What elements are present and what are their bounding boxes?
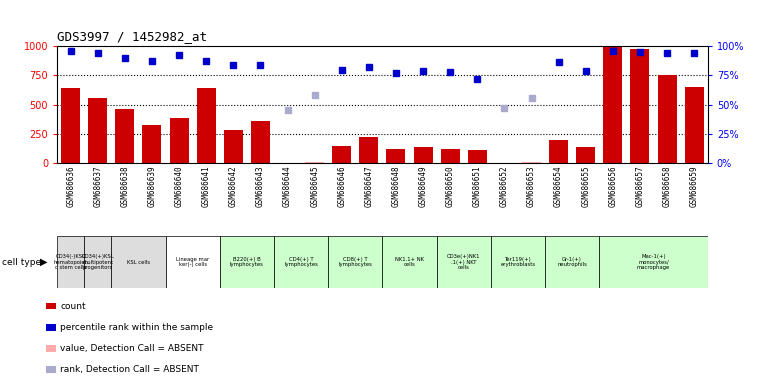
Bar [491, 236, 545, 288]
Bar [274, 236, 328, 288]
Text: Lineage mar
ker(-) cells: Lineage mar ker(-) cells [176, 257, 209, 267]
Bar [468, 150, 487, 163]
Bar [382, 236, 437, 288]
Bar [576, 147, 595, 163]
Text: GSM686638: GSM686638 [120, 165, 129, 207]
Bar [46, 366, 56, 373]
Text: percentile rank within the sample: percentile rank within the sample [60, 323, 213, 332]
Text: GSM686659: GSM686659 [689, 165, 699, 207]
Bar [196, 88, 215, 163]
Bar [61, 88, 80, 163]
Bar [522, 162, 541, 163]
Text: GSM686640: GSM686640 [174, 165, 183, 207]
Bar [685, 87, 704, 163]
Text: GSM686637: GSM686637 [94, 165, 102, 207]
Bar [630, 49, 649, 163]
Bar [278, 162, 297, 163]
Text: GSM686642: GSM686642 [229, 165, 237, 207]
Text: GSM686644: GSM686644 [283, 165, 292, 207]
Bar [333, 146, 352, 163]
Bar [359, 137, 378, 163]
Text: Gr-1(+)
neutrophils: Gr-1(+) neutrophils [557, 257, 587, 267]
Text: NK1.1+ NK
cells: NK1.1+ NK cells [395, 257, 424, 267]
Bar [599, 236, 708, 288]
Text: KSL cells: KSL cells [127, 260, 150, 265]
Text: ▶: ▶ [40, 257, 47, 267]
Bar [545, 236, 599, 288]
Bar [437, 236, 491, 288]
Bar [658, 75, 677, 163]
Text: CD8(+) T
lymphocytes: CD8(+) T lymphocytes [339, 257, 372, 267]
Text: CD4(+) T
lymphocytes: CD4(+) T lymphocytes [284, 257, 318, 267]
Bar [549, 140, 568, 163]
Text: GSM686653: GSM686653 [527, 165, 536, 207]
Text: GSM686658: GSM686658 [663, 165, 671, 207]
Bar [220, 236, 274, 288]
Bar [251, 121, 270, 163]
Text: CD34(+)KSL
multipotent
progenitors: CD34(+)KSL multipotent progenitors [81, 254, 114, 270]
Text: GSM686643: GSM686643 [256, 165, 265, 207]
Text: GSM686656: GSM686656 [608, 165, 617, 207]
Text: Mac-1(+)
monocytes/
macrophage: Mac-1(+) monocytes/ macrophage [637, 254, 670, 270]
Bar [88, 98, 107, 163]
Bar [111, 236, 165, 288]
Bar [441, 149, 460, 163]
Bar [603, 47, 622, 163]
Bar [495, 162, 514, 163]
Text: count: count [60, 302, 86, 311]
Text: GSM686657: GSM686657 [635, 165, 645, 207]
Bar [170, 118, 189, 163]
Bar [116, 109, 135, 163]
Bar [57, 236, 84, 288]
Text: GSM686645: GSM686645 [310, 165, 319, 207]
Text: cell type: cell type [2, 258, 40, 266]
Bar [224, 131, 243, 163]
Text: GDS3997 / 1452982_at: GDS3997 / 1452982_at [57, 30, 207, 43]
Text: value, Detection Call = ABSENT: value, Detection Call = ABSENT [60, 344, 204, 353]
Text: GSM686636: GSM686636 [66, 165, 75, 207]
Text: rank, Detection Call = ABSENT: rank, Detection Call = ABSENT [60, 365, 199, 374]
Text: B220(+) B
lymphocytes: B220(+) B lymphocytes [230, 257, 264, 267]
Text: GSM686650: GSM686650 [446, 165, 454, 207]
Text: GSM686651: GSM686651 [473, 165, 482, 207]
Text: GSM686648: GSM686648 [391, 165, 400, 207]
Bar [387, 149, 406, 163]
Text: GSM686639: GSM686639 [148, 165, 157, 207]
Text: Ter119(+)
erythroblasts: Ter119(+) erythroblasts [501, 257, 536, 267]
Text: GSM686641: GSM686641 [202, 165, 211, 207]
Text: GSM686647: GSM686647 [365, 165, 374, 207]
Text: GSM686646: GSM686646 [337, 165, 346, 207]
Bar [46, 345, 56, 352]
Text: CD34(-)KSL
hematopoiet
c stem cells: CD34(-)KSL hematopoiet c stem cells [54, 254, 88, 270]
Bar [46, 303, 56, 310]
Text: GSM686652: GSM686652 [500, 165, 509, 207]
Bar [142, 124, 161, 163]
Bar [413, 147, 432, 163]
Bar [165, 236, 220, 288]
Bar [46, 324, 56, 331]
Bar [328, 236, 382, 288]
Text: GSM686655: GSM686655 [581, 165, 591, 207]
Text: GSM686649: GSM686649 [419, 165, 428, 207]
Text: CD3e(+)NK1
.1(+) NKT
cells: CD3e(+)NK1 .1(+) NKT cells [447, 254, 480, 270]
Bar [84, 236, 111, 288]
Bar [305, 162, 324, 163]
Text: GSM686654: GSM686654 [554, 165, 563, 207]
